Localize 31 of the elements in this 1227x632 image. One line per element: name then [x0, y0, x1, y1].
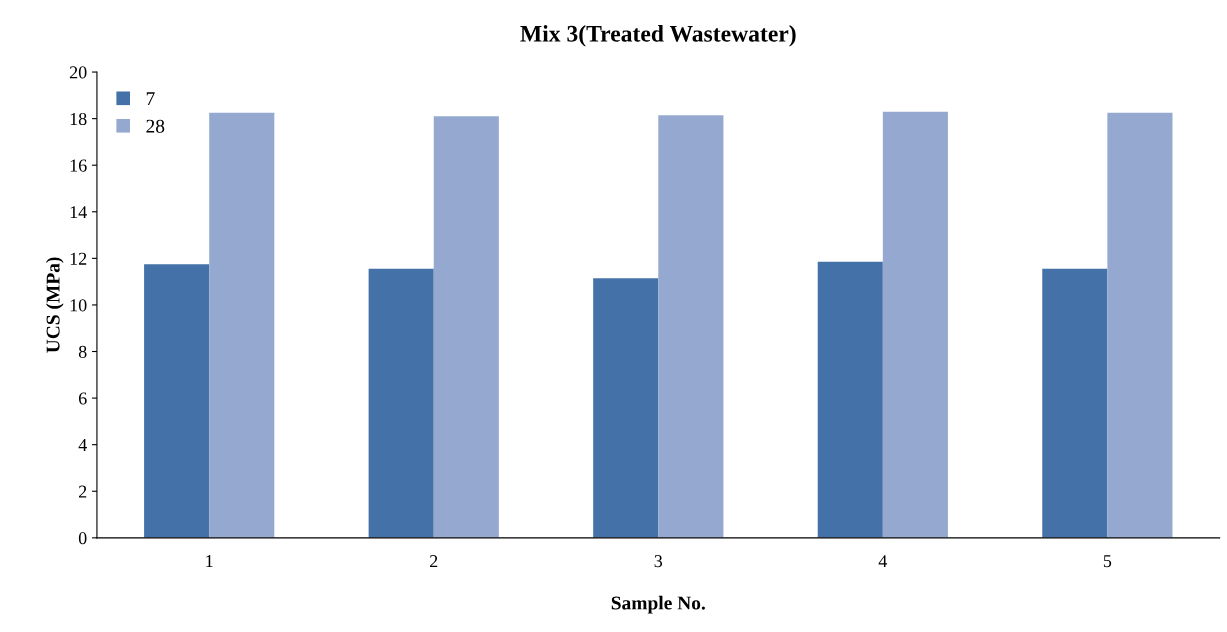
- x-tick-label: 5: [1103, 555, 1112, 568]
- bar: [368, 268, 434, 538]
- bar: [209, 112, 275, 538]
- x-tick-label: 3: [654, 555, 663, 568]
- y-tick-label: 8: [78, 345, 87, 358]
- bar: [593, 278, 659, 538]
- bar: [1107, 112, 1173, 538]
- y-tick-label: 20: [69, 66, 87, 79]
- x-axis-title: Sample No.: [611, 595, 705, 614]
- bar: [817, 261, 883, 538]
- y-tick-label: 14: [70, 206, 87, 219]
- chart-title: Mix 3(Treated Wastewater): [520, 25, 796, 47]
- y-tick-label: 4: [78, 439, 87, 451]
- y-tick-label: 0: [78, 532, 87, 545]
- x-tick-label: 2: [430, 555, 438, 568]
- bar: [1042, 268, 1108, 538]
- bar: [658, 115, 724, 538]
- x-tick-label: 4: [878, 555, 888, 568]
- y-tick-label: 10: [70, 299, 87, 312]
- bar: [882, 111, 948, 538]
- y-tick-label: 2: [78, 485, 87, 498]
- bar: [433, 116, 499, 538]
- y-tick-label: 6: [78, 392, 87, 405]
- y-axis-title: UCS (MPa): [45, 257, 64, 353]
- x-tick-label: 1: [206, 555, 213, 568]
- bar: [144, 264, 210, 538]
- y-tick-label: 18: [70, 112, 87, 126]
- y-tick-label: 12: [70, 252, 87, 265]
- y-tick-label: 16: [70, 159, 87, 172]
- legend-label: 28: [146, 119, 165, 133]
- legend-label: 7: [146, 92, 155, 106]
